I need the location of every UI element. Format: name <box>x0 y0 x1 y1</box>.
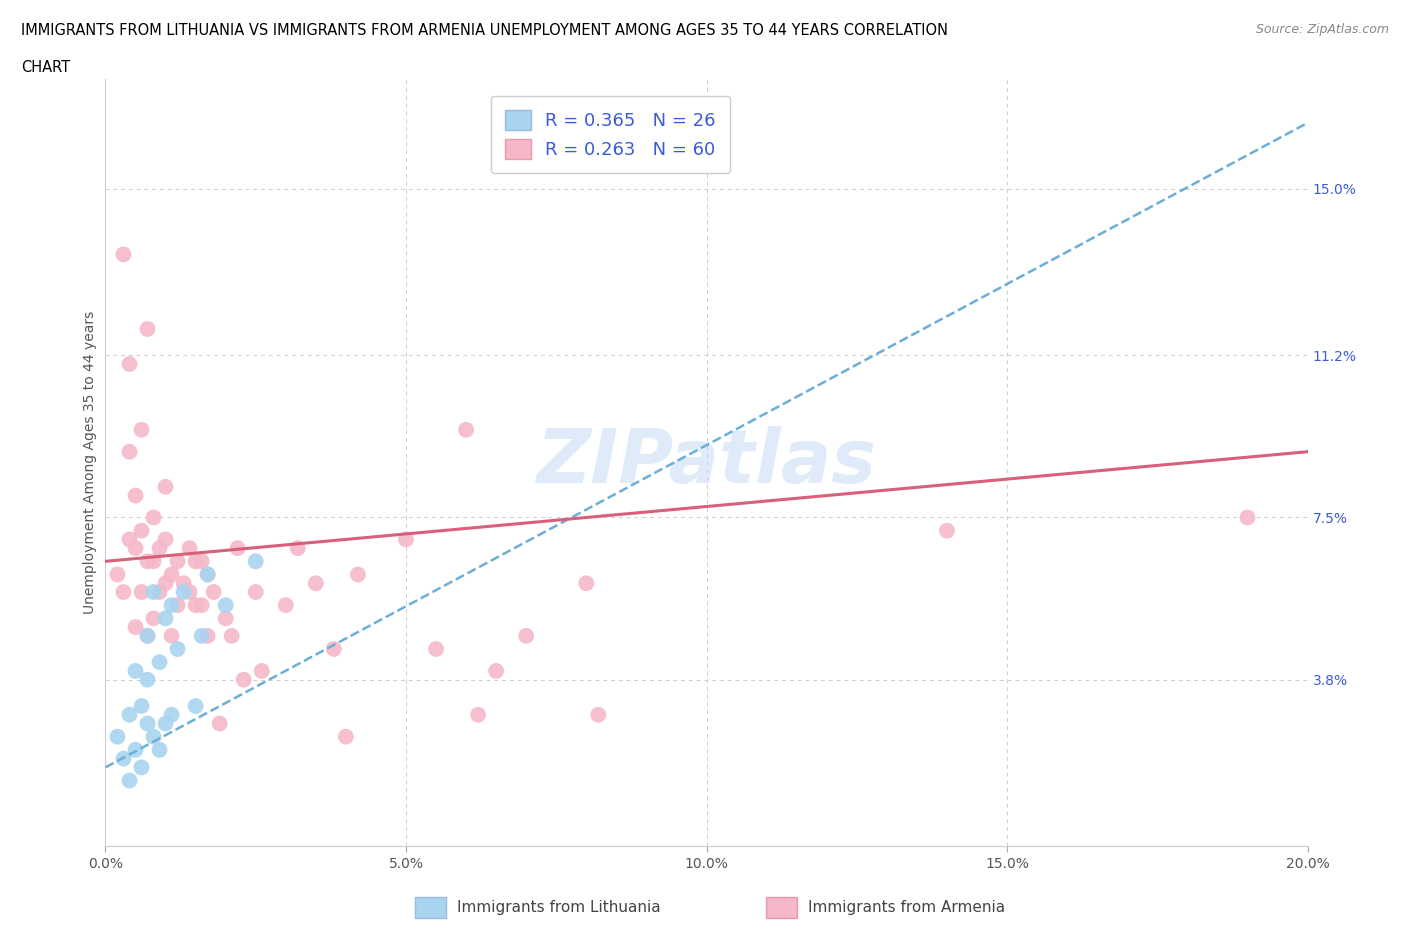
Point <box>190 554 212 569</box>
Point <box>226 540 249 555</box>
Point <box>142 510 165 525</box>
Text: CHART: CHART <box>21 60 70 75</box>
Point <box>184 698 207 713</box>
Point <box>179 540 201 555</box>
Point <box>173 585 195 600</box>
Point <box>202 585 225 600</box>
Point <box>245 554 267 569</box>
Point <box>142 611 165 626</box>
Point <box>112 585 135 600</box>
Point <box>136 672 159 687</box>
Point <box>1236 510 1258 525</box>
Point <box>515 629 537 644</box>
Point <box>395 532 418 547</box>
Point <box>936 524 959 538</box>
Point <box>173 576 195 591</box>
Point <box>136 629 159 644</box>
Point <box>142 585 165 600</box>
Point <box>221 629 243 644</box>
Point <box>245 585 267 600</box>
Point <box>136 322 159 337</box>
Point <box>118 445 141 459</box>
Point <box>155 479 177 494</box>
Point <box>232 672 254 687</box>
Point <box>160 598 183 613</box>
Point <box>155 716 177 731</box>
Point <box>166 598 188 613</box>
Point <box>148 742 170 757</box>
Point <box>131 422 153 437</box>
Point <box>148 655 170 670</box>
Point <box>131 524 153 538</box>
Point <box>124 742 146 757</box>
Point <box>118 532 141 547</box>
Point <box>148 585 170 600</box>
Text: Source: ZipAtlas.com: Source: ZipAtlas.com <box>1256 23 1389 36</box>
Point <box>107 729 129 744</box>
Point <box>118 773 141 788</box>
Point <box>166 642 188 657</box>
Point <box>322 642 344 657</box>
Point <box>250 663 273 678</box>
Point <box>197 567 219 582</box>
Point <box>305 576 328 591</box>
Point <box>287 540 309 555</box>
Point <box>160 629 183 644</box>
Point <box>136 716 159 731</box>
Point <box>197 567 219 582</box>
Point <box>155 576 177 591</box>
Point <box>160 708 183 723</box>
Point <box>131 760 153 775</box>
Point <box>214 598 236 613</box>
Point <box>142 729 165 744</box>
Point <box>208 716 231 731</box>
Point <box>148 540 170 555</box>
Point <box>124 663 146 678</box>
Point <box>467 708 489 723</box>
Point <box>454 422 477 437</box>
Point <box>190 629 212 644</box>
Point <box>190 598 212 613</box>
Text: Immigrants from Armenia: Immigrants from Armenia <box>808 900 1005 915</box>
Point <box>155 532 177 547</box>
Legend: R = 0.365   N = 26, R = 0.263   N = 60: R = 0.365 N = 26, R = 0.263 N = 60 <box>491 96 730 173</box>
Point <box>347 567 370 582</box>
Text: IMMIGRANTS FROM LITHUANIA VS IMMIGRANTS FROM ARMENIA UNEMPLOYMENT AMONG AGES 35 : IMMIGRANTS FROM LITHUANIA VS IMMIGRANTS … <box>21 23 948 38</box>
Point <box>166 554 188 569</box>
Point <box>124 488 146 503</box>
Point <box>112 751 135 766</box>
Point <box>155 611 177 626</box>
Point <box>124 619 146 634</box>
Text: ZIPatlas: ZIPatlas <box>537 426 876 499</box>
Point <box>118 708 141 723</box>
Point <box>160 567 183 582</box>
Point <box>274 598 297 613</box>
Point <box>142 554 165 569</box>
Point <box>485 663 508 678</box>
Point <box>112 247 135 262</box>
Point <box>124 540 146 555</box>
Point <box>131 585 153 600</box>
Y-axis label: Unemployment Among Ages 35 to 44 years: Unemployment Among Ages 35 to 44 years <box>83 311 97 615</box>
Point <box>184 598 207 613</box>
Point <box>575 576 598 591</box>
Point <box>136 554 159 569</box>
Point <box>184 554 207 569</box>
Point <box>179 585 201 600</box>
Text: Immigrants from Lithuania: Immigrants from Lithuania <box>457 900 661 915</box>
Point <box>214 611 236 626</box>
Point <box>118 356 141 371</box>
Point <box>197 629 219 644</box>
Point <box>131 698 153 713</box>
Point <box>335 729 357 744</box>
Point <box>425 642 447 657</box>
Point <box>136 629 159 644</box>
Point <box>588 708 610 723</box>
Point <box>107 567 129 582</box>
